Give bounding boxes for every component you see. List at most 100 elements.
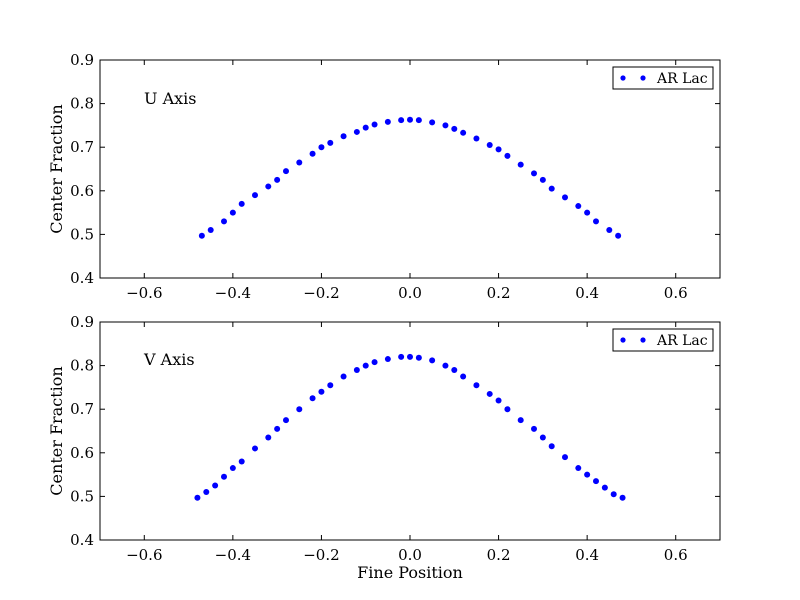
u-axis-ytick-label: 0.5 bbox=[70, 225, 94, 243]
u-axis-legend-marker bbox=[620, 75, 626, 81]
u-axis-data-point bbox=[584, 209, 591, 216]
u-axis-data-point bbox=[221, 218, 227, 225]
u-axis-data-point bbox=[384, 118, 391, 125]
u-axis-data-point bbox=[495, 146, 502, 153]
v-axis-data-point bbox=[575, 465, 582, 472]
v-axis-data-point bbox=[531, 425, 537, 432]
v-axis-xtick-label: −0.6 bbox=[126, 546, 162, 564]
v-axis-data-point bbox=[371, 359, 378, 366]
u-axis-data-point bbox=[238, 200, 245, 207]
u-axis-legend-box bbox=[612, 66, 714, 90]
v-axis-ytick-label: 0.4 bbox=[70, 531, 94, 549]
u-axis-legend-marker bbox=[640, 75, 646, 81]
v-axis-data-point bbox=[340, 373, 347, 380]
v-axis-data-point bbox=[238, 458, 245, 465]
u-axis-data-point bbox=[548, 185, 555, 192]
v-axis-xtick-label: −0.2 bbox=[303, 546, 339, 564]
v-axis-xtick-label: 0.0 bbox=[398, 546, 422, 564]
v-axis-data-point bbox=[473, 382, 480, 389]
v-axis-legend: AR Lac bbox=[612, 328, 714, 352]
u-axis-data-point bbox=[407, 116, 413, 123]
u-axis-data-point bbox=[274, 176, 281, 183]
u-axis-data-point bbox=[340, 133, 347, 140]
v-axis-data-point bbox=[265, 434, 272, 441]
v-axis-data-point bbox=[398, 353, 405, 360]
u-axis-data-point bbox=[442, 122, 449, 129]
u-axis-data-point bbox=[504, 152, 511, 159]
panel-u-axis: −0.6 −0.4 −0.2 0.0 0.2 0.4 0.6 0.4 0.5 0.6 0.7 0.8 0… bbox=[47, 51, 721, 302]
v-axis-legend-marker bbox=[640, 337, 646, 343]
u-axis-ticks: −0.6 −0.4 −0.2 0.0 0.2 0.4 0.6 0.4 0.5 0.6 0.7 0.8 0… bbox=[70, 51, 720, 302]
v-axis-ticks: −0.6 −0.4 −0.2 0.0 0.2 0.4 0.6 0.4 0.5 0.6 0.7 0.8 0… bbox=[70, 313, 720, 564]
u-axis-ytick-label: 0.7 bbox=[70, 138, 94, 156]
u-axis-xtick-label: −0.2 bbox=[303, 284, 339, 302]
u-axis-data-point bbox=[283, 168, 289, 175]
u-axis-data-point bbox=[615, 232, 622, 239]
v-axis-data-point bbox=[229, 465, 236, 472]
u-axis-data-point bbox=[229, 209, 236, 216]
v-axis-data-point bbox=[495, 397, 502, 404]
u-axis-ytick-label: 0.8 bbox=[70, 95, 94, 113]
v-axis-data-point bbox=[429, 357, 436, 364]
u-axis-xtick-label: 0.4 bbox=[575, 284, 599, 302]
u-axis-data-point bbox=[429, 119, 436, 126]
v-axis-data-point bbox=[593, 478, 599, 485]
u-axis-data-point bbox=[309, 150, 316, 157]
v-axis-annotation: V Axis bbox=[143, 350, 195, 369]
v-axis-xlabel: Fine Position bbox=[357, 563, 463, 582]
v-axis-xtick-label: −0.4 bbox=[215, 546, 251, 564]
v-axis-data-point bbox=[601, 484, 608, 491]
v-axis-data-point bbox=[407, 353, 413, 360]
u-axis-data-point bbox=[398, 117, 405, 124]
u-axis-data-point bbox=[517, 161, 524, 168]
v-axis-xtick-label: 0.6 bbox=[664, 546, 688, 564]
v-axis-data-point bbox=[327, 382, 334, 389]
u-axis-data-point bbox=[318, 144, 325, 151]
v-axis-data-point bbox=[274, 425, 281, 432]
u-axis-xtick-label: −0.6 bbox=[126, 284, 162, 302]
v-axis-ytick-label: 0.6 bbox=[70, 444, 94, 462]
u-axis-scatter-points bbox=[198, 116, 622, 239]
u-axis-annotation: U Axis bbox=[144, 89, 196, 108]
v-axis-ytick-label: 0.8 bbox=[70, 357, 94, 375]
v-axis-data-point bbox=[619, 494, 626, 501]
u-axis-data-point bbox=[486, 142, 493, 149]
u-axis-data-point bbox=[575, 203, 582, 210]
u-axis-xtick-label: 0.2 bbox=[487, 284, 511, 302]
v-axis-data-point bbox=[221, 473, 227, 480]
v-axis-scatter-points bbox=[194, 353, 626, 501]
v-axis-data-point bbox=[283, 417, 289, 424]
v-axis-data-point bbox=[212, 482, 219, 489]
v-axis-data-point bbox=[539, 434, 546, 441]
v-axis-legend-marker bbox=[620, 337, 626, 343]
u-axis-data-point bbox=[362, 124, 369, 131]
v-axis-data-point bbox=[194, 494, 201, 501]
u-axis-data-point bbox=[327, 139, 334, 146]
v-axis-data-point bbox=[548, 443, 555, 450]
v-axis-data-point bbox=[562, 454, 568, 461]
u-axis-data-point bbox=[353, 128, 360, 135]
v-axis-data-point bbox=[504, 406, 511, 413]
u-axis-data-point bbox=[562, 194, 568, 201]
v-axis-data-point bbox=[486, 390, 493, 397]
v-axis-data-point bbox=[203, 489, 210, 496]
v-axis-data-point bbox=[610, 491, 617, 498]
u-axis-xtick-label: 0.6 bbox=[664, 284, 688, 302]
v-axis-data-point bbox=[252, 445, 258, 452]
u-axis-data-point bbox=[198, 232, 205, 239]
u-axis-data-point bbox=[451, 125, 458, 132]
v-axis-data-point bbox=[517, 417, 524, 424]
u-axis-xtick-label: −0.4 bbox=[215, 284, 251, 302]
u-axis-ytick-label: 0.9 bbox=[70, 51, 94, 69]
u-axis-data-point bbox=[531, 170, 537, 177]
v-axis-ylabel: Center Fraction bbox=[47, 366, 66, 495]
v-axis-data-point bbox=[584, 471, 591, 478]
v-axis-data-point bbox=[384, 356, 391, 363]
u-axis-legend: AR Lac bbox=[612, 66, 714, 90]
v-axis-data-point bbox=[318, 388, 325, 395]
u-axis-ytick-label: 0.4 bbox=[70, 269, 94, 287]
v-axis-legend-box bbox=[612, 328, 714, 352]
panel-v-axis: −0.6 −0.4 −0.2 0.0 0.2 0.4 0.6 0.4 0.5 0.6 0.7 0.8 0… bbox=[47, 313, 721, 582]
v-axis-data-point bbox=[362, 362, 369, 369]
